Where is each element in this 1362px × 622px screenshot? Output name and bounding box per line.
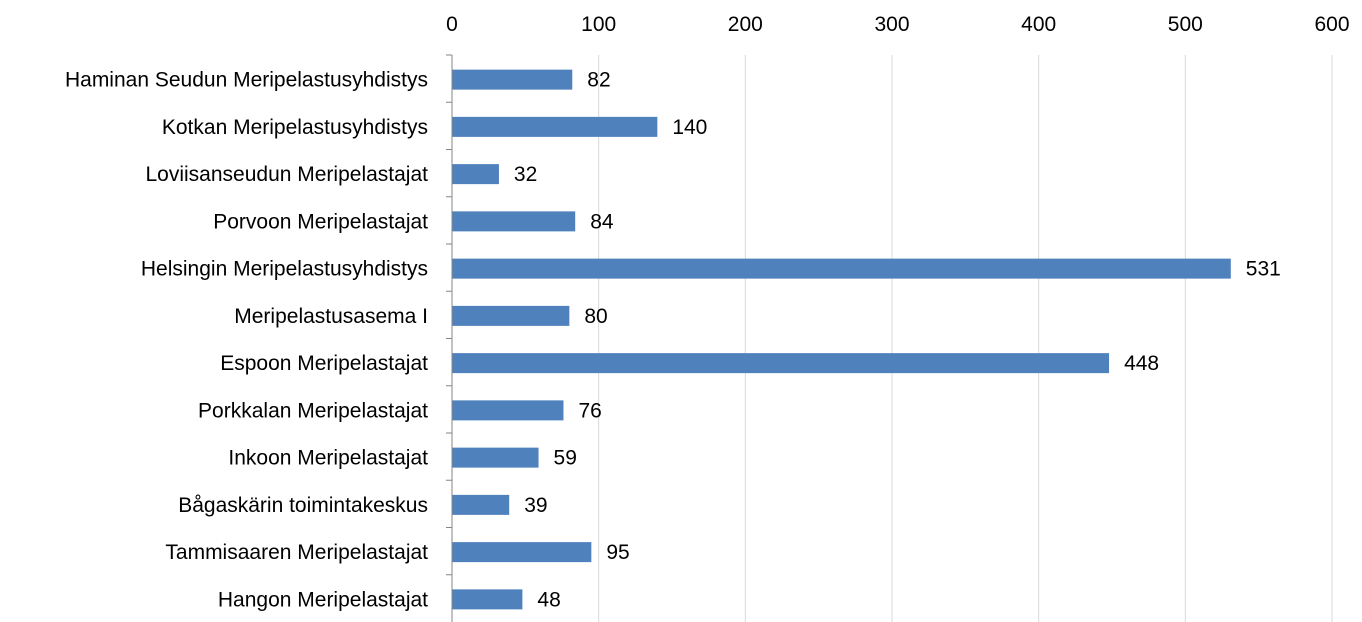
category-label: Tammisaaren Meripelastajat	[165, 541, 428, 564]
data-label: 59	[554, 447, 577, 470]
bar	[452, 164, 499, 185]
category-label: Meripelastusasema I	[234, 305, 428, 328]
category-label: Haminan Seudun Meripelastusyhdistys	[65, 69, 428, 92]
data-label: 84	[590, 210, 614, 233]
bars	[452, 69, 1231, 610]
bar	[452, 494, 510, 515]
value-axis-ticks: 0 100 200 300 400 500 600	[446, 13, 1349, 36]
data-labels: 82 140 32 84 531 80 448 76 59 39 95 48	[514, 69, 1281, 612]
bar	[452, 542, 592, 563]
data-label: 448	[1124, 352, 1159, 375]
category-label: Loviisanseudun Meripelastajat	[145, 163, 428, 186]
x-tick-label: 100	[581, 13, 616, 36]
category-label: Inkoon Meripelastajat	[228, 447, 428, 470]
x-tick-label: 0	[446, 13, 458, 36]
x-tick-label: 500	[1168, 13, 1203, 36]
category-label: Porkkalan Meripelastajat	[198, 399, 428, 422]
bar	[452, 258, 1231, 279]
bar	[452, 589, 523, 610]
data-label: 76	[578, 399, 601, 422]
category-label: Porvoon Meripelastajat	[213, 210, 428, 233]
bar	[452, 353, 1110, 374]
data-label: 48	[537, 588, 560, 611]
data-label: 140	[672, 116, 707, 139]
bar	[452, 116, 658, 137]
bar	[452, 447, 539, 468]
x-tick-label: 400	[1021, 13, 1056, 36]
data-label: 32	[514, 163, 537, 186]
data-label: 82	[587, 69, 610, 92]
category-label: Kotkan Meripelastusyhdistys	[162, 116, 428, 139]
category-label: Helsingin Meripelastusyhdistys	[141, 258, 428, 281]
data-label: 80	[584, 305, 607, 328]
category-label: Bågaskärin toimintakeskus	[178, 494, 428, 517]
category-label: Espoon Meripelastajat	[220, 352, 428, 375]
x-tick-label: 200	[728, 13, 763, 36]
bar	[452, 211, 576, 232]
x-tick-label: 300	[874, 13, 909, 36]
bar	[452, 400, 564, 421]
bar	[452, 69, 573, 90]
data-label: 531	[1246, 258, 1281, 281]
bar	[452, 305, 570, 326]
x-tick-label: 600	[1314, 13, 1349, 36]
category-label: Hangon Meripelastajat	[218, 588, 428, 611]
data-label: 39	[524, 494, 547, 517]
data-label: 95	[606, 541, 629, 564]
category-axis: Haminan Seudun Meripelastusyhdistys Kotka…	[65, 54, 453, 622]
gridlines	[598, 55, 1333, 622]
